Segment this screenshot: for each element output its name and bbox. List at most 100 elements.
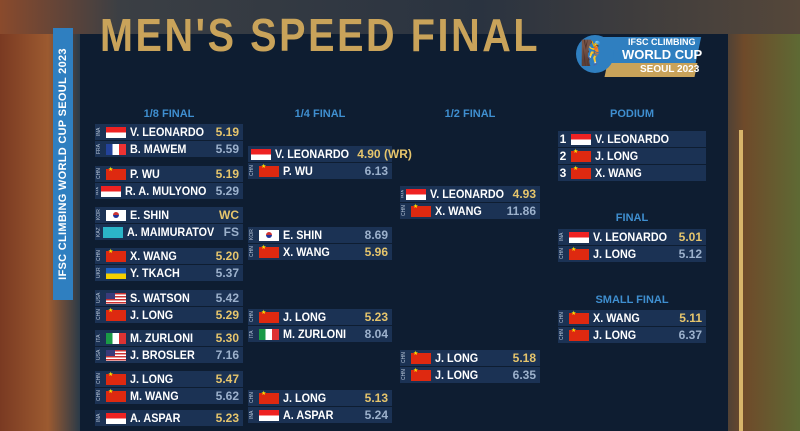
- country-code: CHN: [401, 352, 407, 364]
- race-time: 7.16: [215, 348, 239, 362]
- country-code: INA: [401, 189, 404, 199]
- flag-icon-ina: [106, 126, 126, 138]
- event-sidebar: IFSC CLIMBING WORLD CUP SEOUL 2023: [53, 28, 73, 300]
- athlete-name: J. BROSLER: [130, 348, 195, 362]
- race-time: 6.35: [512, 368, 536, 382]
- flag-icon-ina: [571, 133, 591, 145]
- flag-icon-ina: [251, 148, 271, 160]
- country-code: CHN: [96, 168, 102, 180]
- flag-icon-chn: [569, 327, 589, 341]
- athlete-name: Y. TKACH: [130, 266, 180, 280]
- flag-icon-chn: [106, 307, 126, 321]
- flag-icon-chn: [569, 310, 589, 324]
- country-code: CHN: [96, 390, 102, 402]
- athlete-name: J. LONG: [593, 247, 637, 261]
- rank-number: 3: [559, 166, 567, 180]
- rank-number: 2: [559, 149, 567, 163]
- race-time: 5.23: [364, 310, 388, 324]
- race-time: WC: [219, 208, 239, 222]
- athlete-name: J. LONG: [435, 351, 479, 365]
- athlete-name: S. WATSON: [130, 291, 190, 305]
- flag-icon-chn: [569, 246, 589, 260]
- race-time: 5.20: [215, 249, 239, 263]
- race-time: 5.24: [364, 408, 388, 422]
- athlete-row: INA A. ASPAR 5.23: [95, 410, 243, 426]
- round-header: PODIUM: [610, 108, 654, 120]
- athlete-row: CHN X. WANG 5.96: [248, 244, 392, 260]
- race-time: 11.86: [506, 204, 536, 218]
- athlete-name: A. ASPAR: [130, 411, 181, 425]
- country-code: KAZ: [96, 227, 100, 237]
- athlete-name: M. ZURLONI: [130, 331, 193, 345]
- race-time: 5.29: [215, 308, 239, 322]
- flag-icon-ina: [101, 185, 122, 197]
- race-time: 5.59: [215, 142, 239, 156]
- country-code: CHN: [401, 205, 407, 217]
- athlete-row: CHN X. WANG 5.11: [558, 310, 706, 326]
- country-code: INA: [96, 186, 99, 196]
- country-code: USA: [96, 349, 102, 361]
- round-header: 1/8 FINAL: [143, 108, 195, 120]
- athlete-name: V. LEONARDO: [275, 147, 350, 161]
- athlete-row: FRA B. MAWEM 5.59: [95, 141, 243, 157]
- round-header: 1/4 FINAL: [294, 108, 346, 120]
- climber-icon: 🧗: [576, 35, 614, 73]
- athlete-name: M. WANG: [130, 389, 179, 403]
- athlete-name: E. SHIN: [283, 228, 323, 242]
- athlete-row: USA J. BROSLER 7.16: [95, 347, 243, 363]
- athlete-row: 1 V. LEONARDO: [558, 131, 706, 147]
- country-code: CHN: [559, 248, 565, 260]
- country-code: INA: [559, 232, 565, 242]
- race-time: 5.19: [215, 167, 239, 181]
- flag-icon-chn: [571, 148, 591, 162]
- country-code: KOR: [96, 209, 102, 221]
- race-time: 6.13: [364, 164, 388, 178]
- round-header: 1/2 FINAL: [444, 108, 496, 120]
- race-time: 5.30: [215, 331, 239, 345]
- athlete-row: KAZ A. MAIMURATOV FS: [95, 224, 243, 240]
- race-time: 4.90 (WR): [357, 147, 412, 161]
- athlete-name: X. WANG: [593, 311, 640, 325]
- athlete-row: KOR E. SHIN WC: [95, 207, 243, 223]
- round-header: FINAL: [615, 212, 649, 224]
- flag-icon-chn: [106, 371, 126, 385]
- country-code: FRA: [96, 144, 102, 154]
- athlete-row: CHN J. LONG 6.37: [558, 327, 706, 343]
- athlete-row: CHN M. WANG 5.62: [95, 388, 243, 404]
- gold-divider: [739, 130, 743, 431]
- race-time: 5.18: [512, 351, 536, 365]
- country-code: USA: [96, 292, 102, 304]
- athlete-name: J. LONG: [593, 328, 637, 342]
- athlete-name: X. WANG: [595, 166, 642, 180]
- flag-icon-fra: [106, 143, 126, 155]
- sidebar-text: IFSC CLIMBING WORLD CUP SEOUL 2023: [57, 48, 69, 280]
- page-title: MEN'S SPEED FINAL: [100, 9, 541, 61]
- country-code: INA: [249, 410, 255, 420]
- athlete-name: J. LONG: [130, 372, 174, 386]
- athlete-row: ITA M. ZURLONI 5.30: [95, 330, 243, 346]
- race-time: 5.29: [215, 184, 239, 198]
- flag-icon-chn: [411, 203, 431, 217]
- country-code: CHN: [249, 246, 255, 258]
- athlete-row: 2 J. LONG: [558, 148, 706, 164]
- athlete-row: USA S. WATSON 5.42: [95, 290, 243, 306]
- race-time: 5.01: [678, 230, 702, 244]
- rank-number: 1: [559, 132, 567, 146]
- race-time: 6.37: [678, 328, 702, 342]
- athlete-row: 3 X. WANG: [558, 165, 706, 181]
- country-code: INA: [96, 413, 102, 423]
- athlete-row: INA V. LEONARDO 4.93: [400, 186, 540, 202]
- flag-icon-kor: [259, 229, 279, 241]
- country-code: CHN: [96, 309, 102, 321]
- athlete-name: V. LEONARDO: [130, 125, 205, 139]
- athlete-row: INA V. LEONARDO 5.01: [558, 229, 706, 245]
- flag-icon-ukr: [106, 267, 126, 279]
- country-code: ITA: [96, 334, 102, 342]
- flag-icon-kor: [106, 209, 126, 221]
- athlete-row: CHN J. LONG 5.47: [95, 371, 243, 387]
- round-header: SMALL FINAL: [595, 294, 669, 306]
- flag-icon-chn: [106, 388, 126, 402]
- flag-icon-chn: [259, 244, 279, 258]
- country-code: CHN: [559, 312, 565, 324]
